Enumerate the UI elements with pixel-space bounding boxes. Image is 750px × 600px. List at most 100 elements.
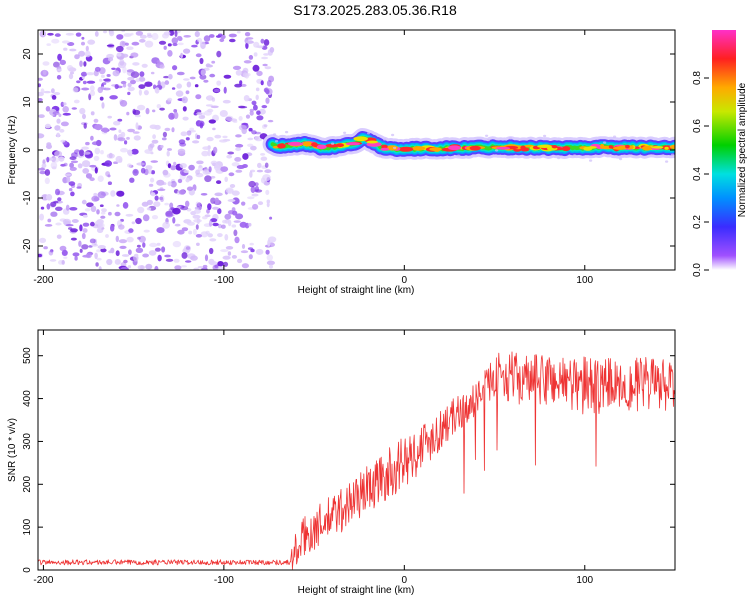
noise-blob xyxy=(91,141,99,146)
noise-blob xyxy=(164,127,171,132)
noise-blob xyxy=(214,197,220,205)
noise-blob xyxy=(94,66,101,72)
noise-blob xyxy=(78,50,86,57)
noise-blob xyxy=(122,202,129,209)
noise-blob xyxy=(147,34,153,38)
noise-blob xyxy=(49,259,57,262)
noise-blob xyxy=(253,52,258,57)
noise-blob xyxy=(186,81,192,88)
noise-blob xyxy=(207,233,213,238)
noise-blob xyxy=(209,261,218,266)
noise-blob xyxy=(223,74,232,79)
noise-blob xyxy=(265,189,270,195)
noise-blob xyxy=(42,61,50,66)
noise-blob xyxy=(176,71,185,76)
noise-blob xyxy=(171,127,175,133)
colorbar-ticks: 0.0 0.2 0.4 0.6 0.8 xyxy=(692,71,709,277)
noise-blob xyxy=(109,30,115,37)
noise-blob xyxy=(156,179,165,186)
noise-blob xyxy=(175,90,184,97)
noise-blob xyxy=(235,143,244,148)
noise-blob xyxy=(56,75,62,80)
y-tick-label: 10 xyxy=(22,96,33,108)
noise-blob xyxy=(254,185,259,192)
noise-blob xyxy=(231,162,240,167)
noise-blob xyxy=(251,193,259,197)
noise-blob xyxy=(205,230,210,235)
noise-blob xyxy=(82,214,88,218)
noise-blob xyxy=(150,151,154,155)
noise-blob xyxy=(187,221,195,226)
signal-speck xyxy=(275,140,279,143)
noise-blob xyxy=(162,131,167,138)
noise-blob xyxy=(257,201,264,206)
noise-blob xyxy=(181,265,187,268)
noise-blob xyxy=(212,127,216,131)
heatmap-x-ticks: -200 -100 0 100 xyxy=(33,30,594,286)
noise-blob xyxy=(81,199,87,205)
noise-blob xyxy=(91,195,100,202)
noise-blob xyxy=(196,160,204,165)
signal-peak xyxy=(433,148,441,152)
noise-blob xyxy=(119,58,125,66)
noise-blob xyxy=(266,202,270,208)
noise-blob xyxy=(76,80,81,84)
signal-peak xyxy=(625,144,630,149)
signal-peak xyxy=(520,147,530,152)
noise-blob xyxy=(269,264,273,269)
noise-blob xyxy=(222,219,227,224)
noise-blob xyxy=(194,84,199,88)
noise-blob xyxy=(114,258,121,265)
noise-blob xyxy=(193,209,201,214)
noise-blob xyxy=(123,33,132,37)
noise-blob xyxy=(262,174,271,182)
y-tick-label: 200 xyxy=(22,476,33,493)
signal-peak xyxy=(613,146,627,150)
noise-blob xyxy=(126,163,132,168)
noise-blob xyxy=(69,207,78,211)
snr-frame xyxy=(37,329,676,571)
noise-blob xyxy=(72,252,80,257)
noise-blob xyxy=(231,207,236,212)
noise-blob xyxy=(139,38,146,43)
noise-blob xyxy=(153,201,161,207)
noise-blob xyxy=(119,40,126,48)
noise-blob xyxy=(127,82,132,88)
snr-panel: -200 -100 0 100 0 100 200 300 400 500 Height of … xyxy=(7,329,676,596)
noise-blob xyxy=(151,215,159,220)
noise-blob xyxy=(135,78,140,83)
noise-blob xyxy=(152,134,157,140)
noise-blob xyxy=(165,211,174,218)
noise-blob xyxy=(130,52,139,58)
noise-blob xyxy=(38,77,43,81)
noise-blob xyxy=(245,114,251,119)
noise-blob xyxy=(77,163,83,169)
noise-blob xyxy=(161,246,166,253)
noise-blob xyxy=(154,265,159,270)
noise-blob xyxy=(131,41,140,46)
noise-blob xyxy=(241,263,249,269)
noise-blob xyxy=(46,194,53,201)
noise-blob xyxy=(127,76,135,81)
noise-blob xyxy=(204,175,212,183)
noise-blob xyxy=(111,67,116,71)
noise-blob xyxy=(46,203,51,210)
noise-blob xyxy=(65,32,75,36)
noise-blob xyxy=(52,111,60,115)
noise-blob xyxy=(82,222,90,227)
noise-blob xyxy=(121,30,126,33)
snr-y-label: SNR (10 * v/v) xyxy=(7,418,18,482)
noise-blob xyxy=(235,147,242,152)
noise-blob xyxy=(260,80,264,86)
noise-blob xyxy=(96,209,100,215)
noise-blob xyxy=(54,33,61,37)
colorbar-tick-label: 0.8 xyxy=(692,71,703,85)
noise-blob xyxy=(121,254,130,257)
noise-blob xyxy=(177,42,184,46)
noise-blob xyxy=(162,169,169,176)
noise-blob xyxy=(81,146,89,150)
noise-blob xyxy=(114,211,121,217)
noise-blob xyxy=(177,229,185,235)
